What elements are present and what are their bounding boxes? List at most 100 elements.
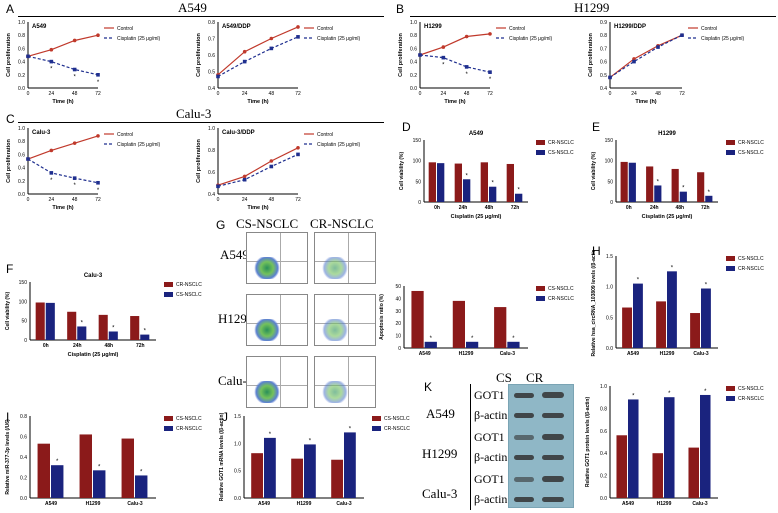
panel-letter-f: F [6,262,14,276]
data-point [72,141,77,145]
data-point [49,59,54,64]
y-tick-label: 0.0 [410,86,417,92]
bar [679,191,687,202]
bar [633,283,643,348]
y-tick-label: 0.8 [208,20,215,26]
significance-star: * [309,438,312,444]
legend-label: Cisplatin (25 μg/ml) [701,36,745,42]
y-tick-label: 1.0 [208,126,215,132]
flow-col-label-cs: CS-NSCLC [236,216,299,231]
bar [494,307,507,348]
x-axis-label: Time (h) [52,99,73,105]
legend-label: CS-NSCLC [176,416,202,422]
x-tick-label: H1299 [86,501,101,507]
bar [616,435,627,498]
y-axis-label: Relative GOT1 protein levels (/β-actin) [585,397,591,488]
series-line [609,34,683,78]
legend-swatch [726,150,735,155]
x-tick-label: H1299 [657,501,672,507]
bar [424,341,437,348]
panel-letter-k: K [424,380,433,394]
significance-star: * [471,336,474,342]
y-tick-label: 0.2 [20,476,27,482]
chart-title: A549 [32,24,47,30]
legend-swatch [726,256,735,261]
y-tick-label: 0.8 [18,33,25,39]
significance-star: * [637,278,640,284]
data-point [49,171,54,175]
panel-letter-b: B [396,2,405,16]
legend-label: CR-NSCLC [738,266,764,272]
chart-k: 0.0 0.2 0.4 0.6 0.8 1.0 Relative GOT1 protein … [585,384,764,507]
series-line [27,34,99,57]
chart-title: Calu-3 [84,273,103,279]
bar [654,185,662,202]
series-line [217,26,299,76]
data-point [216,184,220,189]
y-tick-label: 50 [395,284,401,290]
bar [671,168,679,202]
significance-star: * [465,72,468,78]
group-title-a549: A549 [178,0,207,15]
chart-title: H1299 [424,24,442,30]
chart-title: Calu-3 [32,130,51,136]
y-tick-label: 0.8 [18,139,25,145]
series-line [27,55,99,76]
chart-a-a549: 0.0 0.2 0.4 0.6 0.8 1.0 0 24 48 72 Time (h) Cell pr… [6,20,161,105]
significance-star: * [489,77,492,83]
y-tick-label: 0.6 [18,152,25,158]
group-rule-h1299 [410,16,776,17]
x-tick-label: 0h [43,343,49,349]
chart-title: Calu-3/DDP [222,130,255,136]
x-tick-label: A549 [258,501,270,507]
wb-band-label-actin: β-actin [474,408,508,422]
bar [688,447,699,498]
x-tick-label: 72h [136,343,145,349]
bar [45,302,55,340]
significance-star: * [73,183,76,189]
y-axis-label: Cell proliferation [6,33,12,77]
bar [291,458,303,498]
significance-star: * [708,190,711,196]
y-tick-label: 20 [395,321,401,327]
y-axis-label: Cell viability (%) [5,291,11,330]
series-line [27,135,99,160]
data-point [488,70,492,74]
y-tick-label: 1.5 [606,254,613,260]
wb-cell-line-a549: A549 [426,406,455,421]
data-point [72,67,77,72]
significance-star: * [98,464,101,470]
x-tick-label: 0 [419,91,422,97]
data-point [26,157,30,161]
significance-star: * [704,389,707,395]
y-tick-label: 0 [610,200,613,206]
x-tick-label: A549 [622,501,634,507]
legend-label: Cisplatin (25 μg/ml) [117,142,161,148]
legend-swatch [164,426,173,431]
y-axis-label: Cell proliferation [6,139,12,183]
legend-swatch [536,150,545,155]
legend-label: Cisplatin (25 μg/ml) [509,36,553,42]
bar [620,161,628,202]
bar [690,313,700,348]
legend-label: Cisplatin (25 μg/ml) [317,36,361,42]
chart-i: 0.0 0.2 0.4 0.6 0.8 Relative miR-377-3p level… [5,414,202,507]
y-tick-label: 150 [413,138,422,144]
x-axis-label: Time (h) [247,99,268,105]
x-tick-label: 0 [27,91,30,97]
legend-label: Control [317,26,333,32]
y-tick-label: 150 [605,138,614,144]
wb-band-label-got1: GOT1 [474,472,505,486]
bar [251,453,263,498]
bar [705,195,713,202]
y-tick-label: 30 [395,309,401,315]
y-tick-label: 0.0 [20,496,27,502]
significance-star: * [144,329,147,335]
bar [304,444,316,498]
y-tick-label: 0 [24,338,27,344]
y-tick-label: 0.2 [18,73,25,79]
legend-swatch [164,292,173,297]
data-point [269,46,274,51]
x-tick-label: 72 [95,91,101,97]
data-point [441,45,446,49]
